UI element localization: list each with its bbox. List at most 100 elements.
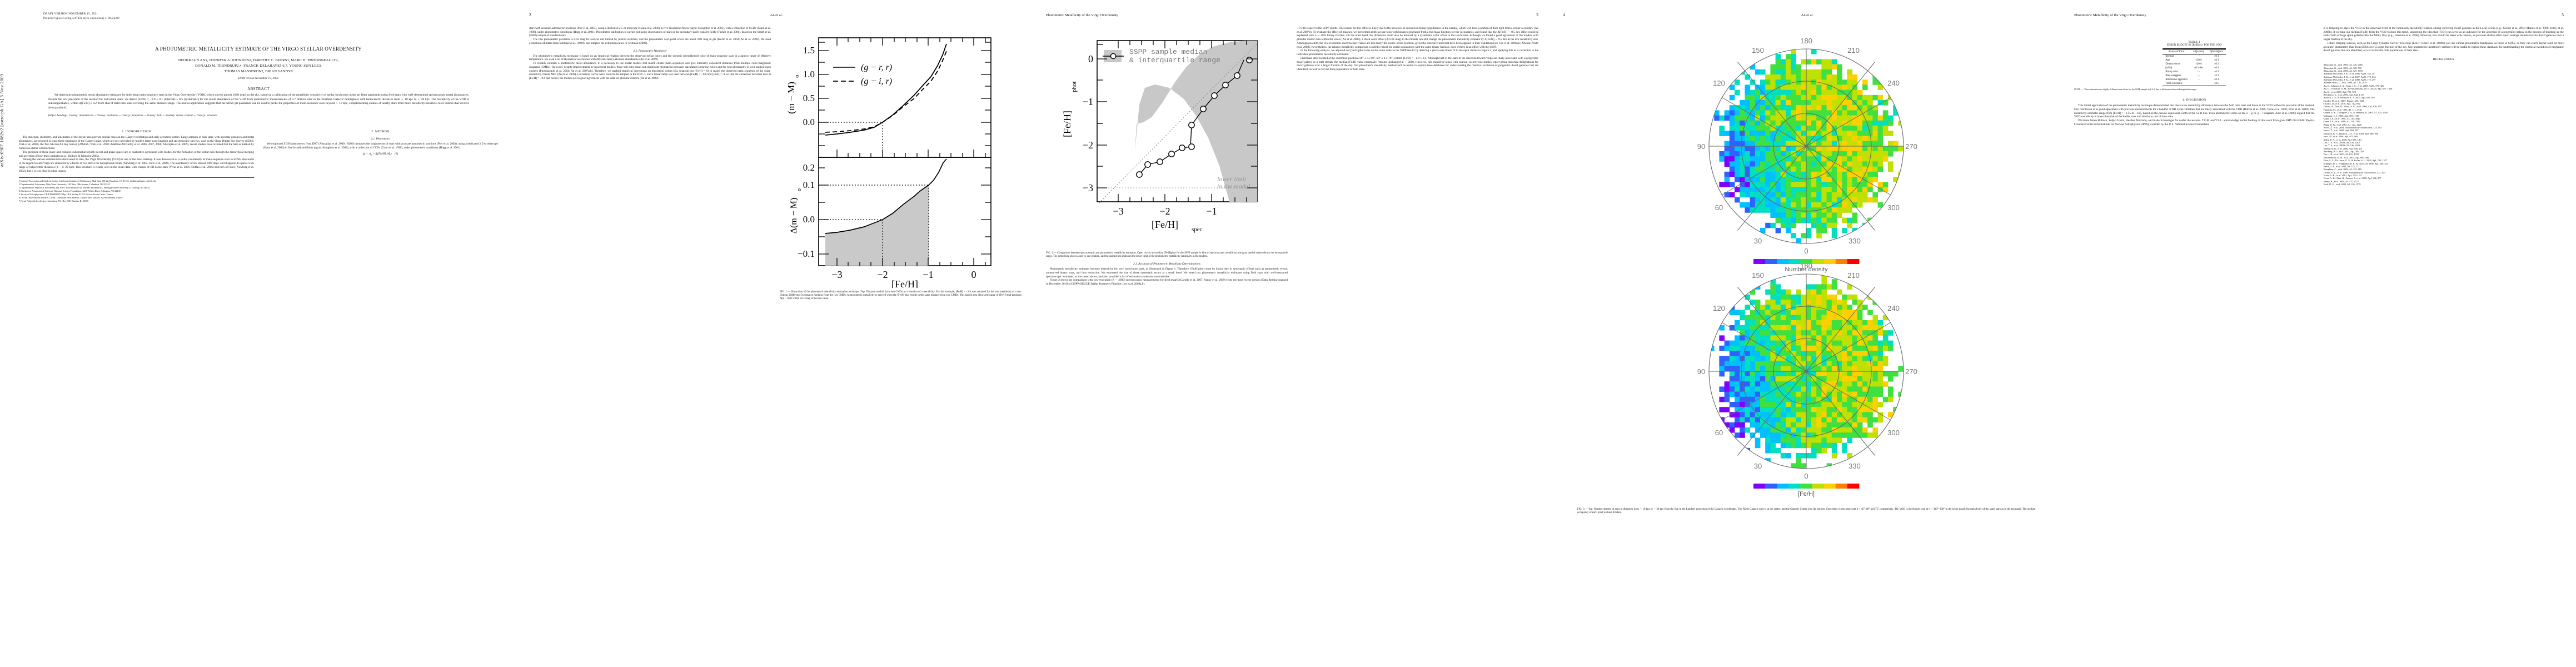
heatmap-cell xyxy=(1862,110,1868,116)
heatmap-cell xyxy=(1872,361,1878,366)
table-row: Binary stars ⋯ −0.1 xyxy=(2163,70,2226,74)
heatmap-cell xyxy=(1811,396,1817,402)
heatmap-cell xyxy=(1770,294,1776,300)
heatmap-cell xyxy=(1837,115,1842,121)
heatmap-cell xyxy=(1724,361,1730,366)
heatmap-cell xyxy=(1862,146,1868,152)
heatmap-cell xyxy=(1826,197,1832,203)
heatmap-cell xyxy=(1811,120,1817,126)
heatmap-cell xyxy=(1872,407,1878,412)
heatmap-cell xyxy=(1755,335,1761,341)
heatmap-cell xyxy=(1867,396,1873,402)
heatmap-cell xyxy=(1719,356,1725,361)
heatmap-cell xyxy=(1740,432,1745,438)
heatmap-cell xyxy=(1811,136,1817,141)
svg-text:phot: phot xyxy=(1071,81,1078,92)
heatmap-cell xyxy=(1882,345,1889,351)
heatmap-cell xyxy=(1775,300,1781,305)
heatmap-cell xyxy=(1831,89,1837,96)
svg-text:0.0: 0.0 xyxy=(803,214,815,225)
heatmap-cell xyxy=(1724,340,1730,346)
heatmap-cell xyxy=(1770,84,1776,90)
footnote: 5 Service d'Astrophysique, CEA/DSM/IRFU/… xyxy=(19,193,113,196)
heatmap-cell xyxy=(1801,371,1807,377)
heatmap-cell xyxy=(1811,335,1817,341)
heatmap-cell xyxy=(1740,422,1745,428)
heatmap-cell xyxy=(1791,212,1796,218)
heatmap-cell xyxy=(1770,94,1776,101)
heatmap-cell xyxy=(1801,315,1807,321)
heatmap-cell xyxy=(1745,294,1750,300)
heatmap-cell xyxy=(1775,356,1781,361)
heatmap-cell xyxy=(1842,217,1847,223)
heatmap-cell xyxy=(1831,115,1837,121)
heatmap-cell xyxy=(1724,386,1730,392)
heatmap-cell xyxy=(1842,94,1847,101)
heatmap-cell xyxy=(1801,412,1807,417)
running-title: Photometric Metallicity of the Virgo Ove… xyxy=(2074,13,2146,17)
heatmap-cell xyxy=(1775,335,1781,341)
reference-entry: Bullock, J. S., & Johnston, K. V. 2005, … xyxy=(2323,96,2375,99)
heatmap-cell xyxy=(1801,422,1807,428)
heatmap-cell xyxy=(1786,356,1791,361)
heatmap-cell xyxy=(1796,305,1801,310)
heatmap-cell xyxy=(1740,407,1745,412)
heatmap-cell xyxy=(1770,437,1776,443)
heatmap-cell xyxy=(1826,110,1832,116)
heatmap-cell xyxy=(1811,131,1817,136)
heatmap-cell xyxy=(1770,432,1776,438)
heatmap-cell xyxy=(1750,361,1756,366)
heatmap-cell xyxy=(1826,105,1832,111)
heatmap-cell xyxy=(1806,182,1812,187)
heatmap-cell xyxy=(1893,177,1899,182)
section-heading-references: REFERENCES xyxy=(2433,58,2454,62)
paragraph: This initial application of the photomet… xyxy=(2074,104,2315,119)
heatmap-cell xyxy=(1786,335,1791,341)
heatmap-cell xyxy=(1735,381,1740,387)
heatmap-cell xyxy=(1786,320,1791,326)
heatmap-cell xyxy=(1806,320,1812,326)
heatmap-cell xyxy=(1729,345,1735,351)
heatmap-cell xyxy=(1842,166,1847,172)
heatmap-cell xyxy=(1719,345,1725,351)
heatmap-cell xyxy=(1831,279,1837,285)
reference-entry: An, D., et al. 2009, ApJ, 700, 523 xyxy=(2323,90,2356,93)
heatmap-cell xyxy=(1786,422,1791,428)
heatmap-cell xyxy=(1872,391,1878,397)
heatmap-cell xyxy=(1796,396,1801,402)
heatmap-cell xyxy=(1857,161,1863,167)
svg-text:(m − M): (m − M) xyxy=(786,82,796,114)
heatmap-cell xyxy=(1745,182,1750,187)
table-cell: ±0.3 xyxy=(2214,59,2219,62)
heatmap-cell xyxy=(1806,89,1812,96)
heatmap-cell xyxy=(1831,207,1837,213)
heatmap-cell xyxy=(1816,202,1822,208)
heatmap-cell xyxy=(1847,105,1852,111)
heatmap-cell xyxy=(1831,74,1837,80)
heatmap-cell xyxy=(1826,442,1832,449)
heatmap-cell xyxy=(1847,305,1852,310)
heatmap-cell xyxy=(1786,151,1791,157)
table-row: [α/Fe] ±0.1 dex ±0.3 xyxy=(2163,66,2226,70)
heatmap-cell xyxy=(1816,330,1822,336)
heatmap-cell xyxy=(1867,161,1873,167)
author-line-2: DONALD M. TERNDRUP2,4, FRANCK DELAHAYE5,… xyxy=(195,63,322,68)
arxiv-stamp: arXiv:0907.1082v2 [astro-ph.GA] 5 Nov 20… xyxy=(0,73,4,167)
heatmap-cell xyxy=(1816,228,1822,233)
heatmap-cell xyxy=(1857,432,1863,438)
heatmap-cell xyxy=(1786,432,1791,438)
heatmap-cell xyxy=(1714,115,1720,121)
heatmap-cell xyxy=(1831,182,1837,187)
heatmap-cell xyxy=(1847,74,1852,80)
heatmap-cell xyxy=(1821,217,1827,223)
heatmap-cell xyxy=(1786,386,1791,392)
heatmap-cell xyxy=(1837,300,1842,305)
heatmap-cell xyxy=(1791,330,1796,336)
heatmap-cell xyxy=(1837,126,1842,131)
column-left: stars with accurate astrometric position… xyxy=(529,27,771,301)
heatmap-cell xyxy=(1770,161,1776,167)
heatmap-cell xyxy=(1821,310,1827,315)
heatmap-cell xyxy=(1806,356,1812,361)
heatmap-cell xyxy=(1862,325,1868,331)
svg-text:30: 30 xyxy=(1754,462,1762,470)
